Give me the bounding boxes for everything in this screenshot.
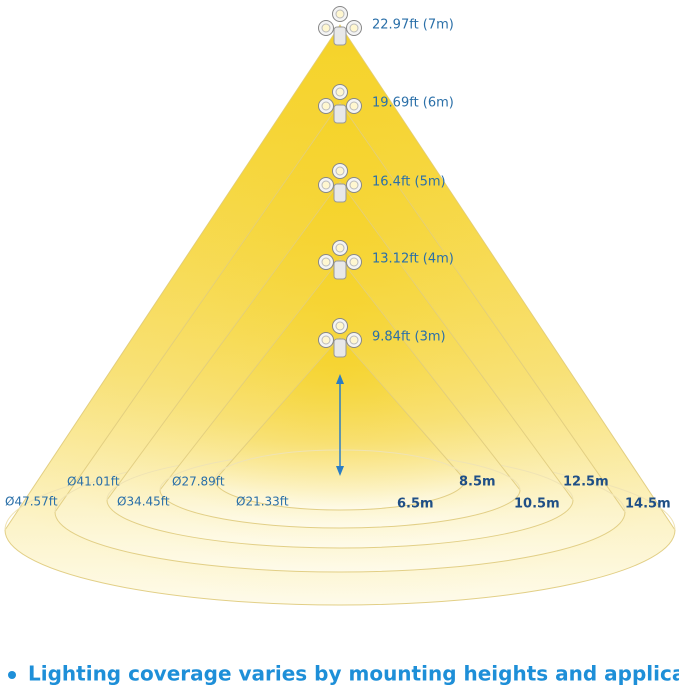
lamp-lens [349,101,359,111]
caption: Lighting coverage varies by mounting hei… [28,662,679,686]
diameter-label: Ø21.33ft [236,495,289,509]
lamp-lens [349,23,359,33]
lamp-body [333,104,347,124]
distance-label: 6.5m [397,497,434,512]
lamp-body [333,26,347,46]
height-label: 13.12ft (4m) [372,252,454,267]
lamp-lens [349,335,359,345]
lamp-icon [318,163,362,203]
diameter-label: Ø47.57ft [5,495,58,509]
distance-label: 8.5m [459,475,496,490]
bullet [8,671,16,679]
lamp-icon [318,84,362,124]
lamp-body [333,183,347,203]
diameter-label: Ø34.45ft [117,495,170,509]
lamp-lens [349,180,359,190]
distance-label: 12.5m [563,475,609,490]
lamp-body [333,260,347,280]
height-label: 9.84ft (3m) [372,330,446,345]
lamp-lens [335,321,345,331]
cones [4,24,676,606]
distance-label: 10.5m [514,497,560,512]
distance-label: 14.5m [625,497,671,512]
lamp-lens [321,23,331,33]
lamp-lens [321,180,331,190]
lamp-lens [321,335,331,345]
lamp-icon [318,240,362,280]
lamp-lens [335,87,345,97]
lamp-lens [349,257,359,267]
diameter-label: Ø41.01ft [67,475,120,489]
height-label: 22.97ft (7m) [372,18,454,33]
lamp-icon [318,6,362,46]
lamp-lens [335,9,345,19]
lamp-lens [321,101,331,111]
lamp-lens [335,243,345,253]
lamp-icon [318,318,362,358]
lamp-body [333,338,347,358]
lamp-lens [335,166,345,176]
height-label: 16.4ft (5m) [372,175,446,190]
diameter-label: Ø27.89ft [172,475,225,489]
height-label: 19.69ft (6m) [372,96,454,111]
lamp-lens [321,257,331,267]
